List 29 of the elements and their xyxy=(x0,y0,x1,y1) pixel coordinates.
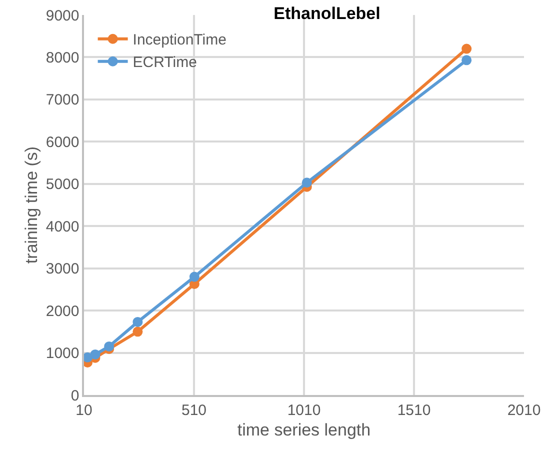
x-tick-label: 510 xyxy=(181,402,207,419)
x-tick-label: 2010 xyxy=(507,402,541,419)
y-axis-title: training time (s) xyxy=(22,146,41,264)
y-tick-label: 9000 xyxy=(46,7,80,24)
point xyxy=(132,316,143,327)
point xyxy=(90,349,100,360)
x-axis-title: time series length xyxy=(237,420,371,440)
x-tick-label: 1010 xyxy=(287,402,321,419)
chart-title: EthanolLebel xyxy=(274,4,380,23)
point xyxy=(104,341,114,352)
point xyxy=(302,178,312,188)
y-tick-label: 2000 xyxy=(46,302,80,320)
y-tick-label: 4000 xyxy=(46,218,80,236)
legend-label: InceptionTime xyxy=(132,32,226,49)
y-tick-label: 7000 xyxy=(46,92,80,109)
point xyxy=(462,44,472,54)
point xyxy=(462,55,472,66)
y-tick-label: 5000 xyxy=(46,176,80,194)
x-tick-label: 1510 xyxy=(397,402,431,419)
point xyxy=(132,326,143,337)
point xyxy=(84,352,93,362)
legend-label: ECRTime xyxy=(132,54,197,72)
y-tick-label: 0 xyxy=(70,387,80,404)
y-tick-label: 1000 xyxy=(46,345,80,362)
y-tick-label: 6000 xyxy=(46,134,80,151)
point xyxy=(189,272,200,282)
y-tick-label: 3000 xyxy=(46,260,80,278)
y-tick-label: 8000 xyxy=(46,49,80,66)
x-tick-label: 10 xyxy=(76,402,92,419)
